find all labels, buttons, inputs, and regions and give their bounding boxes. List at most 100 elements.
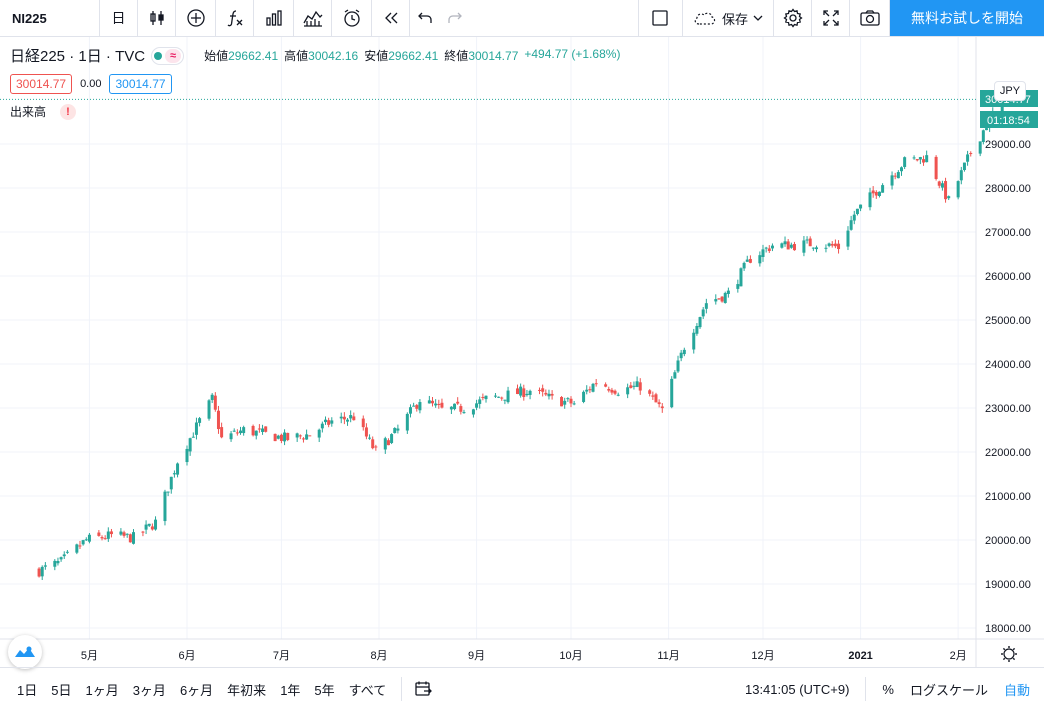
candle (242, 425, 246, 436)
alert-button[interactable] (332, 0, 372, 36)
low-value: 29662.41 (388, 49, 439, 63)
candle (408, 404, 412, 418)
candle (109, 528, 113, 538)
candle (962, 162, 966, 172)
templates-button[interactable] (294, 0, 332, 36)
candle (764, 246, 768, 253)
warning-icon[interactable]: ! (60, 103, 77, 120)
candle (956, 180, 960, 200)
candle (323, 416, 327, 425)
candle (966, 150, 970, 166)
buy-price-button[interactable]: 30014.77 (109, 74, 172, 94)
candle (604, 382, 608, 388)
undo-button[interactable] (410, 0, 440, 36)
range-all-button[interactable]: すべて (348, 682, 387, 698)
candle (295, 432, 299, 442)
candle (695, 323, 699, 336)
range-1m-button[interactable]: 1ヶ月 (85, 682, 119, 698)
candle (188, 437, 192, 456)
price-tick-label: 28000.00 (985, 183, 1031, 195)
financials-button[interactable] (254, 0, 294, 36)
range-1d-button[interactable]: 1日 (17, 682, 38, 698)
log-scale-button[interactable]: ログスケール (909, 682, 988, 698)
range-3m-button[interactable]: 3ヶ月 (132, 682, 166, 698)
percent-scale-button[interactable]: % (882, 681, 894, 697)
range-1y-button[interactable]: 1年 (280, 682, 301, 698)
auto-scale-button[interactable]: 自動 (1003, 682, 1030, 698)
candle (106, 527, 110, 542)
date-range-button[interactable] (410, 680, 436, 698)
candle (789, 242, 793, 249)
candle (984, 127, 988, 131)
save-button[interactable]: 保存 (683, 0, 774, 36)
candle (493, 392, 497, 398)
candle (978, 141, 982, 157)
candle (670, 376, 674, 409)
price-tick-label: 27000.00 (985, 227, 1031, 239)
candle (456, 397, 460, 405)
redo-button[interactable] (440, 0, 470, 36)
candle (276, 434, 280, 440)
sell-price-button[interactable]: 30014.77 (10, 74, 73, 94)
candle (698, 316, 702, 329)
candle (651, 391, 655, 400)
interval-button[interactable]: 日 (100, 0, 138, 36)
candle (635, 376, 639, 388)
gear-icon (782, 8, 803, 28)
time-axis[interactable]: 5月 6月 7月 8月 9月 10月 11月 12月 2021 2月 (81, 650, 967, 662)
indicators-button[interactable] (216, 0, 254, 36)
legend-title[interactable]: 日経225 · 1日 · TVC (10, 48, 146, 65)
price-chart[interactable]: 18000.00 19000.00 20000.00 21000.00 22000.00… (0, 37, 1044, 667)
candle (37, 567, 41, 578)
low-label: 安値 (364, 49, 389, 63)
chart-area[interactable]: 18000.00 19000.00 20000.00 21000.00 22000.00… (0, 37, 1044, 669)
snapshot-button[interactable] (850, 0, 890, 36)
currency-button[interactable]: JPY (994, 81, 1026, 101)
compare-button[interactable] (176, 0, 216, 36)
fullscreen-button[interactable] (812, 0, 850, 36)
candle (896, 170, 900, 179)
layout-button[interactable] (639, 0, 683, 36)
market-status-pill[interactable]: ≈ (151, 46, 185, 65)
candle (53, 559, 57, 571)
close-label: 終値 (444, 49, 469, 63)
legend-source: TVC (115, 48, 146, 65)
price-tick-label: 25000.00 (985, 315, 1031, 327)
time-tick-label: 12月 (751, 650, 774, 662)
tradingview-logo[interactable] (8, 635, 42, 669)
candle (682, 347, 686, 357)
chart-type-button[interactable] (138, 0, 176, 36)
candle (572, 400, 576, 406)
replay-button[interactable] (372, 0, 410, 36)
candle (874, 190, 878, 199)
axis-settings-button[interactable] (1001, 646, 1017, 662)
candle (172, 470, 176, 478)
candle (484, 395, 488, 403)
range-ytd-button[interactable]: 年初来 (227, 682, 267, 698)
candle (301, 437, 305, 443)
candle (547, 389, 551, 400)
fullscreen-icon (822, 10, 839, 26)
clock-timezone-button[interactable]: 13:41:05 (UTC+9) (744, 681, 850, 697)
range-5d-button[interactable]: 5日 (51, 682, 72, 698)
cloud-icon (694, 12, 716, 25)
candle (81, 539, 85, 546)
candle (415, 403, 419, 412)
range-6m-button[interactable]: 6ヶ月 (179, 682, 214, 698)
volume-label[interactable]: 出来高 (10, 105, 47, 119)
symbol-search-button[interactable]: NI225 (0, 0, 100, 36)
candle (937, 180, 941, 189)
price-tick-label: 29000.00 (985, 139, 1031, 151)
price-axis[interactable]: 18000.00 19000.00 20000.00 21000.00 22000.00… (985, 139, 1031, 635)
candle (264, 426, 268, 433)
candle (383, 436, 387, 454)
symbol-label: NI225 (12, 10, 47, 26)
start-trial-button[interactable]: 無料お試しを開始 (890, 0, 1044, 36)
camera-icon (859, 10, 880, 26)
candle (374, 444, 378, 451)
range-5y-button[interactable]: 5年 (314, 682, 335, 698)
candle (119, 528, 123, 536)
grid (0, 37, 976, 639)
candle (903, 156, 907, 170)
settings-button[interactable] (774, 0, 812, 36)
